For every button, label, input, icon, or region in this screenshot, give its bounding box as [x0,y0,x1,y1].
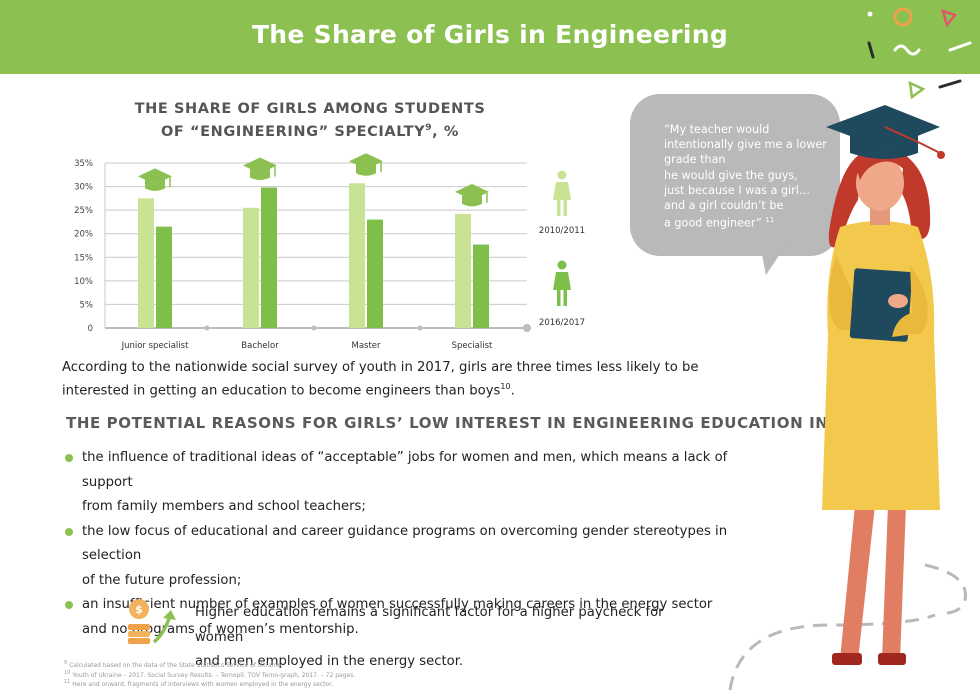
chart-bar [243,207,259,328]
x-tick-label: Master [351,341,381,350]
chart-bar [349,183,365,328]
chart-bar [367,219,383,328]
footnotes: 9 Calculated based on the data of the St… [64,660,355,689]
woman-figure-icon [563,290,567,306]
axis-end-dot [523,324,531,332]
bar-chart: 0 5% 10% 15% 20% 25% 30% 35% Junior specialist Ba… [74,153,585,350]
graduation-cap-icon [145,179,165,191]
y-tick-label: 15% [74,253,93,263]
woman-figure-icon [563,200,567,216]
legend-label: 2016/2017 [539,318,585,328]
quote-text: “My teacher would intentionally give me … [664,123,827,230]
y-tick-label: 35% [74,159,93,169]
footnote: 10 Youth of Ukraine – 2017. Social Surve… [64,669,356,679]
list-item: an insufficient number of examples of wo… [62,593,762,642]
graduation-cap-icon [462,194,482,207]
chart-title: THE SHARE OF GIRLS AMONG STUDENTS OF “EN… [100,100,520,142]
x-tick-label: Bachelor [241,341,279,350]
list-item: the influence of traditional ideas of “a… [62,446,762,520]
woman-figure-icon [557,260,567,270]
decoration-shapes-icon [867,7,972,100]
legend-label: 2010/2011 [539,226,585,236]
chart-title-line2: OF “ENGINEERING” SPECIALTY9, % [160,123,460,140]
y-tick-label: 5% [80,300,94,310]
reasons-list: the influence of traditional ideas of “a… [62,446,762,642]
x-tick-label: Junior specialist [121,341,189,350]
x-tick-label: Specialist [452,341,493,350]
chart-bar [261,187,277,328]
y-tick-label: 10% [74,277,93,287]
header-banner: The Share of Girls in Engineering [0,0,980,74]
y-tick-label: 20% [74,230,93,240]
woman-figure-icon [557,200,561,216]
reasons-heading: THE POTENTIAL REASONS FOR GIRLS’ LOW INT… [66,414,893,432]
woman-figure-icon [553,272,571,290]
paycheck-note: Higher education remains a significant f… [195,605,664,669]
y-tick-label: 25% [74,206,93,216]
woman-figure-icon [557,290,561,306]
bullet-icon [65,527,73,536]
woman-figure-icon [557,170,567,180]
dashed-path-decoration [728,563,967,691]
y-tick-label: 30% [74,183,93,193]
chart-bar [473,244,489,328]
money-growth-icon: $ [128,599,176,644]
intro-paragraph: According to the nationwide social surve… [62,360,699,399]
graduation-cap-icon [455,183,489,200]
page-title: The Share of Girls in Engineering [251,20,729,49]
graduation-cap-icon [138,168,172,185]
woman-figure-icon [553,182,571,200]
graduate-woman-illustration [822,105,945,665]
graduation-cap-icon [349,153,383,170]
axis-divider-dot [417,325,423,331]
speech-bubble [630,94,840,256]
bullet-icon [65,454,73,462]
footnote: 11 Here and onward, fragments of intervi… [64,679,333,688]
axis-divider-dot [311,325,317,331]
graduation-cap-icon [243,157,277,174]
graduation-cap-icon [250,168,270,181]
axis-divider-dot [204,325,210,331]
graduation-cap-icon [356,164,376,176]
bullet-icon [65,601,73,609]
chart-bar [455,213,471,328]
svg-text:$: $ [135,603,143,616]
chart-bar [138,198,154,328]
speech-bubble-tail [760,245,786,275]
y-tick-label: 0 [88,324,93,334]
chart-title-line1: THE SHARE OF GIRLS AMONG STUDENTS [134,101,486,117]
chart-bar [156,226,172,328]
footnote: 9 Calculated based on the data of the St… [64,660,283,669]
list-item: the low focus of educational and career … [62,520,762,594]
